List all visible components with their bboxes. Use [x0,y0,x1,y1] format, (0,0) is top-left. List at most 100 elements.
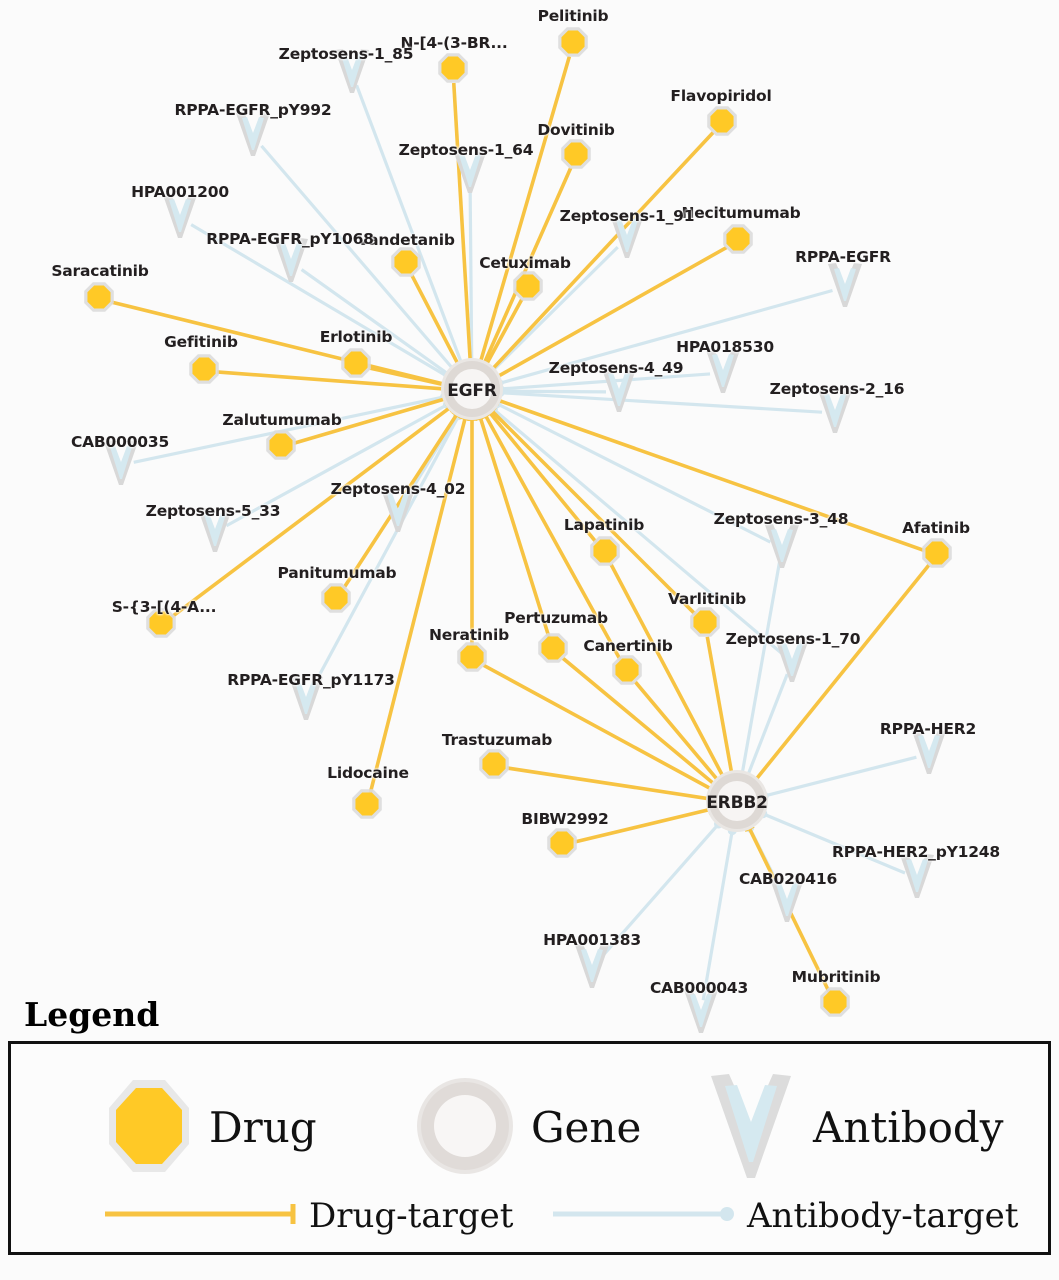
drug-label-pertuzumab: Pertuzumab [504,609,608,627]
drug-node-varlitinib[interactable] [687,604,723,644]
antibody-node-rppa_egfr[interactable] [825,261,865,313]
drug-node-afatinib[interactable] [919,535,955,575]
gene-node-EGFR[interactable] [438,355,506,427]
drug-node-dovitinib[interactable] [558,136,594,176]
gene-node-ERBB2[interactable] [703,767,771,839]
antibody-label-rppa992: RPPA-EGFR_pY992 [174,101,332,119]
antibody-node-hpa001200[interactable] [160,192,200,244]
drug-node-trastuzumab[interactable] [476,746,512,786]
antibody-target-edge-icon [551,1201,741,1231]
legend-box: Drug Gene Antibody [8,1041,1051,1255]
drug-label-nbr: N-[4-(3-BR... [400,34,508,52]
gene-label-EGFR: EGFR [447,381,497,401]
legend-label-drug: Drug [209,1103,317,1152]
antibody-label-her2_1248: RPPA-HER2_pY1248 [832,843,1000,861]
antibody-label-zep4_02: Zeptosens-4_02 [330,480,466,498]
drug-label-lapatinib: Lapatinib [563,516,645,534]
antibody-label-zep4_49: Zeptosens-4_49 [548,359,684,377]
antibody-node-cab000043[interactable] [681,987,721,1039]
antibody-label-hpa001200: HPA001200 [131,183,229,201]
drug-node-vandetanib[interactable] [388,244,424,284]
drug-node-erlotinib[interactable] [338,345,374,385]
network-canvas: Pelitinib N-[4-(3-BR... Flavopiridol Doviti… [51,7,1000,1033]
drug-node-necitumumab[interactable] [720,221,756,261]
legend-label-antibody-target: Antibody-target [747,1196,1019,1236]
antibody-node-cab020416[interactable] [767,876,807,928]
drug-label-s3: S-{3-[(4-A... [111,598,217,616]
antibody-label-zep1_91: Zeptosens-1_91 [559,207,695,225]
antibody-node-rppa1068[interactable] [271,236,311,288]
drug-node-flavopiridol[interactable] [704,103,740,143]
legend-item-gene: Gene [413,1074,641,1182]
antibody-label-rppa_her2: RPPA-HER2 [879,720,977,738]
antibody-node-hpa001383[interactable] [572,942,612,994]
drug-label-cetuximab: Cetuximab [479,254,571,272]
drug-label-panitumumab: Panitumumab [277,564,397,582]
antibody-node-zep1_85[interactable] [332,47,372,99]
drug-node-s3[interactable] [143,605,179,645]
antibody-label-rppa_egfr: RPPA-EGFR [795,248,891,266]
drug-label-necitumumab: Necitumumab [681,204,801,222]
antibody-node-rppa_her2[interactable] [909,728,949,780]
drug-target-edge-icon [103,1201,303,1231]
drug-label-erlotinib: Erlotinib [319,328,393,346]
antibody-node-zep4_49[interactable] [599,366,639,418]
antibody-node-her2_1248[interactable] [897,852,937,904]
drug-label-varlitinib: Varlitinib [667,590,747,608]
drug-node-cetuximab[interactable] [510,268,546,308]
antibody-node-zep2_16[interactable] [815,387,855,439]
legend-item-drug-target: Drug-target [103,1199,513,1233]
antibody-node-rppa1173[interactable] [286,674,326,726]
drug-node-gefitinib[interactable] [186,351,222,391]
drug-label-pelitinib: Pelitinib [537,7,609,25]
drug-label-zalutumumab: Zalutumumab [222,411,342,429]
drug-node-bibw2992[interactable] [544,825,580,865]
drug-label-dovitinib: Dovitinib [537,121,615,139]
antibody-node-zep3_48[interactable] [762,522,802,574]
gene-label-ERBB2: ERBB2 [706,793,768,813]
antibody-node-rppa992[interactable] [233,110,273,162]
antibody-label-zep1_64: Zeptosens-1_64 [398,141,534,159]
legend-label-drug-target: Drug-target [309,1196,514,1236]
drug-node-nbr[interactable] [435,50,471,90]
antibody-label-rppa1173: RPPA-EGFR_pY1173 [227,671,395,689]
drug-node-saracatinib[interactable] [81,279,117,319]
drug-label-lidocaine: Lidocaine [327,764,409,782]
drug-label-saracatinib: Saracatinib [51,262,149,280]
drug-label-afatinib: Afatinib [902,519,970,537]
antibody-node-zep4_02[interactable] [378,486,418,538]
antibody-node-zep5_33[interactable] [195,506,235,558]
antibody-label-zep1_70: Zeptosens-1_70 [725,630,861,648]
antibody-node-zep1_70[interactable] [772,636,812,688]
antibody-node-zep1_64[interactable] [450,147,490,199]
antibody-label-cab000035: CAB000035 [70,433,170,451]
antibody-node-zep1_91[interactable] [607,212,647,264]
chevron-down-icon [703,1070,799,1186]
drug-node-canertinib[interactable] [609,652,645,692]
antibody-label-zep5_33: Zeptosens-5_33 [145,502,281,520]
drug-node-mubritinib[interactable] [817,984,853,1024]
drug-node-zalutumumab[interactable] [263,427,299,467]
legend: Legend Drug Gene [8,998,1051,1255]
drug-node-pelitinib[interactable] [555,24,591,64]
legend-title: Legend [24,995,160,1034]
drug-label-bibw2992: BIBW2992 [521,810,609,828]
legend-label-gene: Gene [531,1103,642,1152]
drug-node-lidocaine[interactable] [349,786,385,826]
antibody-label-rppa1068: RPPA-EGFR_pY1068 [206,230,374,248]
antibody-node-hpa018530[interactable] [703,347,743,399]
antibody-node-cab000035[interactable] [101,439,141,491]
legend-item-antibody-target: Antibody-target [551,1199,1018,1233]
drug-node-pertuzumab[interactable] [535,630,571,670]
drug-node-neratinib[interactable] [454,639,490,679]
drug-node-lapatinib[interactable] [587,533,623,573]
drug-label-canertinib: Canertinib [583,637,673,655]
drug-node-panitumumab[interactable] [318,580,354,620]
drug-label-neratinib: Neratinib [429,626,509,644]
drug-label-trastuzumab: Trastuzumab [441,731,553,749]
drug-label-gefitinib: Gefitinib [164,333,238,351]
antibody-label-zep2_16: Zeptosens-2_16 [769,380,905,398]
legend-item-antibody: Antibody [703,1070,1003,1186]
ring-icon [413,1074,517,1182]
drug-label-mubritinib: Mubritinib [791,968,881,986]
